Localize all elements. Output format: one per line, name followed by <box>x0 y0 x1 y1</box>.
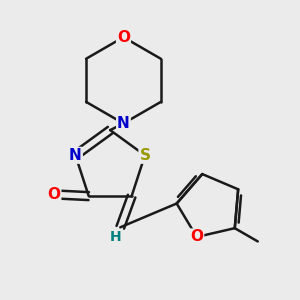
Text: S: S <box>140 148 150 163</box>
Text: H: H <box>110 230 121 244</box>
Text: N: N <box>69 148 82 163</box>
Text: N: N <box>117 116 130 131</box>
Text: O: O <box>47 187 60 202</box>
Text: O: O <box>190 230 203 244</box>
Text: O: O <box>117 30 130 45</box>
